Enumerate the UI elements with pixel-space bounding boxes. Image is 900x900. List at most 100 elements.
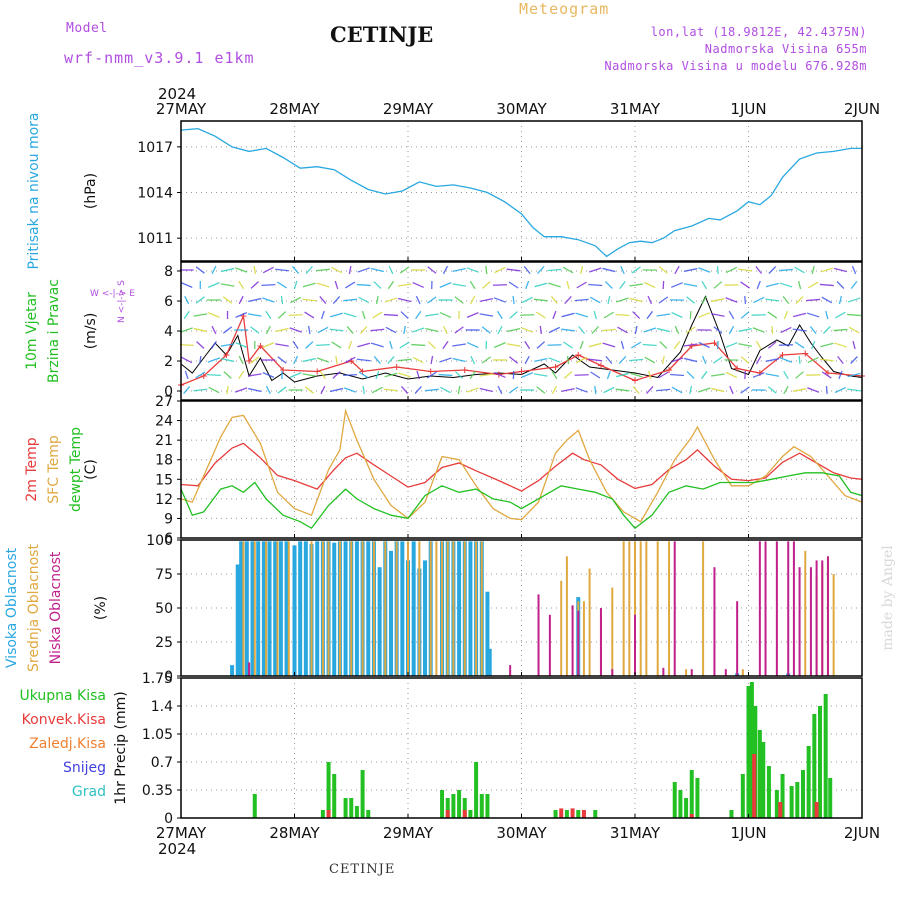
ytick-label: 27 bbox=[155, 394, 173, 410]
wind-arrow bbox=[683, 283, 698, 287]
gust-marker bbox=[393, 364, 400, 370]
wind-arrow bbox=[603, 386, 615, 394]
wind-arrow bbox=[290, 296, 302, 304]
gust-marker bbox=[280, 367, 287, 373]
wind-arrow bbox=[551, 385, 558, 395]
wind-arrow bbox=[357, 342, 371, 348]
wind-arrow bbox=[180, 281, 193, 289]
gust-marker bbox=[688, 343, 695, 349]
wind-arrow bbox=[589, 267, 602, 273]
bar-total_precip bbox=[576, 810, 581, 818]
bar-conv_precip bbox=[462, 810, 467, 818]
wind-arrow bbox=[412, 281, 424, 289]
gust-marker bbox=[427, 368, 434, 375]
bar-mid_cloud bbox=[668, 541, 671, 676]
wind-arrow bbox=[821, 371, 832, 379]
bar-mid_cloud bbox=[276, 541, 279, 676]
bar-mid_cloud bbox=[327, 541, 330, 676]
wind-arrow bbox=[674, 265, 680, 275]
wind-arrow bbox=[852, 340, 856, 350]
wind-arrow bbox=[466, 387, 479, 393]
wind-arrow bbox=[403, 325, 406, 335]
wind-arrow bbox=[305, 341, 314, 349]
series-temp2m bbox=[180, 442, 863, 492]
wind-arrow bbox=[606, 370, 611, 380]
wind-arrow bbox=[316, 357, 330, 363]
wind-arrow bbox=[738, 343, 752, 347]
axis-label-temperature-0: 2m Temp bbox=[24, 437, 40, 501]
wind-arrow bbox=[424, 388, 439, 392]
bar-low_cloud bbox=[764, 541, 767, 676]
wind-arrow bbox=[262, 371, 275, 379]
bar-total_precip bbox=[795, 782, 800, 818]
wind-arrow bbox=[275, 343, 289, 347]
wind-arrow bbox=[574, 374, 589, 376]
wind-arrow bbox=[193, 313, 208, 317]
wind-arrow bbox=[779, 357, 792, 363]
wind-arrow bbox=[331, 341, 342, 349]
wind-arrow bbox=[795, 371, 804, 379]
ytick-label: 24 bbox=[155, 414, 173, 430]
bar-total_precip bbox=[366, 810, 371, 818]
ytick-label: 0 bbox=[164, 811, 173, 827]
bar-high_cloud bbox=[256, 541, 261, 676]
axis-label-wind-1: Brzina i Pravac bbox=[46, 279, 62, 383]
wind-arrow bbox=[196, 341, 205, 349]
wind-arrow bbox=[235, 267, 248, 273]
bar-high_cloud bbox=[388, 550, 393, 676]
wind-arrow bbox=[439, 282, 452, 288]
bar-mid_cloud bbox=[429, 541, 432, 676]
wind-arrow bbox=[211, 265, 217, 275]
wind-arrow bbox=[348, 340, 353, 350]
gust-marker bbox=[552, 364, 559, 370]
wind-arrow bbox=[275, 327, 289, 333]
xtick-label-top: 30MAY bbox=[496, 100, 547, 118]
gust-marker bbox=[223, 352, 230, 358]
wind-arrow bbox=[384, 388, 398, 392]
wind-arrow bbox=[630, 341, 642, 349]
wind-arrow bbox=[356, 283, 371, 287]
wind-arrow bbox=[689, 385, 693, 395]
bar-low_cloud bbox=[690, 669, 693, 676]
bar-total_precip bbox=[445, 798, 450, 818]
wind-arrow bbox=[629, 358, 644, 362]
wind-arrow bbox=[265, 325, 271, 335]
wind-arrow bbox=[701, 280, 708, 290]
bar-mid_cloud bbox=[588, 568, 591, 676]
wind-arrow bbox=[397, 297, 412, 303]
wind-arrow bbox=[389, 340, 393, 350]
wind-arrow bbox=[427, 341, 436, 349]
bar-total_precip bbox=[806, 746, 811, 818]
bar-mid_cloud bbox=[395, 541, 398, 676]
wind-arrow bbox=[588, 358, 603, 362]
bar-low_cloud bbox=[792, 541, 795, 676]
wind-arrow bbox=[317, 326, 329, 334]
wind-arrow bbox=[711, 387, 725, 393]
wind-arrow bbox=[778, 268, 793, 272]
wind-arrow bbox=[590, 371, 601, 379]
wind-arrow bbox=[683, 268, 698, 272]
wind-arrow bbox=[711, 298, 725, 302]
wind-arrow bbox=[588, 283, 603, 287]
wind-arrow bbox=[497, 385, 503, 395]
bar-total_precip bbox=[349, 798, 354, 818]
wind-arrow bbox=[629, 297, 643, 303]
wind-arrow bbox=[794, 266, 805, 274]
wind-arrow bbox=[725, 297, 738, 303]
wind-arrow bbox=[838, 295, 843, 305]
wind-arrow bbox=[551, 370, 558, 380]
wind-arrow bbox=[497, 325, 503, 335]
bar-total_precip bbox=[462, 798, 467, 818]
wind-arrow bbox=[602, 267, 616, 273]
bar-total_precip bbox=[553, 810, 558, 818]
wind-arrow bbox=[455, 371, 464, 379]
wind-arrow bbox=[375, 370, 380, 380]
wind-arrow bbox=[302, 373, 317, 377]
wind-arrow bbox=[656, 313, 671, 317]
wind-arrow bbox=[768, 266, 777, 274]
wind-arrow bbox=[183, 385, 191, 395]
wind-arrow bbox=[847, 372, 861, 378]
wind-arrow bbox=[797, 280, 802, 290]
wind-arrow bbox=[466, 341, 479, 349]
wind-arrow bbox=[302, 357, 316, 363]
